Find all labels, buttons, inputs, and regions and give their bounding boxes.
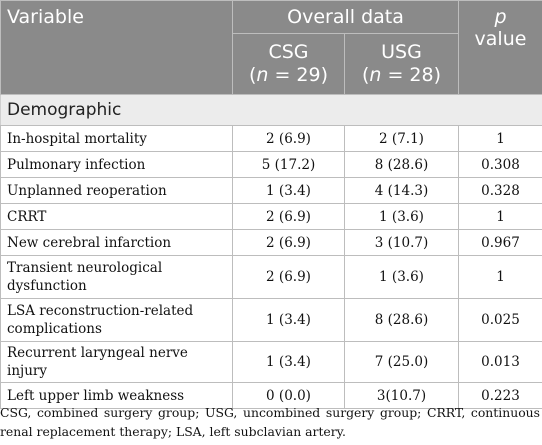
variable-column-header: Variable [0,0,233,95]
row-variable: LSA reconstruction-related complications [0,298,233,342]
row-variable: Recurrent laryngeal nerve injury [0,341,233,383]
usg-n-value: = 28) [381,64,442,86]
row-csg-value: 2 (6.9) [232,229,345,256]
table-row: Recurrent laryngeal nerve injury 1 (3.4)… [0,341,542,383]
row-csg-value: 0 (0.0) [232,382,345,409]
row-p-value: 0.013 [458,341,542,383]
overall-data-header: Overall data [232,0,459,34]
section-row: Demographic [0,94,542,126]
row-usg-value: 8 (28.6) [344,298,459,342]
row-csg-value: 2 (6.9) [232,203,345,230]
row-usg-value: 8 (28.6) [344,151,459,178]
p-value-word: value [474,28,527,50]
section-label-demographic: Demographic [0,94,542,126]
row-csg-value: 1 (3.4) [232,177,345,204]
row-usg-value: 1 (3.6) [344,255,459,299]
row-csg-value: 5 (17.2) [232,151,345,178]
row-p-value: 0.223 [458,382,542,409]
table-row: New cerebral infarction 2 (6.9) 3 (10.7)… [0,229,542,256]
row-csg-value: 2 (6.9) [232,255,345,299]
row-p-value: 1 [458,125,542,152]
row-csg-value: 1 (3.4) [232,341,345,383]
table-body: Demographic In-hospital mortality 2 (6.9… [0,94,542,409]
row-usg-value: 7 (25.0) [344,341,459,383]
csg-column-header: CSG (n = 29) [232,33,345,95]
csg-label: CSG [268,41,309,63]
row-variable: In-hospital mortality [0,125,233,152]
row-usg-value: 2 (7.1) [344,125,459,152]
row-usg-value: 4 (14.3) [344,177,459,204]
table-footnote: CSG, combined surgery group; USG, uncomb… [0,405,540,439]
table-row: Pulmonary infection 5 (17.2) 8 (28.6) 0.… [0,151,542,178]
csg-n-letter: n [256,64,269,86]
results-table: Variable Overall data p value CSG (n = 2… [0,0,542,409]
p-value-column-header: p value [458,0,542,95]
row-csg-value: 2 (6.9) [232,125,345,152]
csg-n-value: = 29) [268,64,329,86]
table-row: Transient neurological dysfunction 2 (6.… [0,255,542,299]
row-variable: New cerebral infarction [0,229,233,256]
row-p-value: 1 [458,203,542,230]
row-variable: Unplanned reoperation [0,177,233,204]
row-p-value: 0.025 [458,298,542,342]
table-row: LSA reconstruction-related complications… [0,298,542,342]
p-value-letter: p [494,6,507,28]
row-variable: CRRT [0,203,233,230]
results-table-container: Variable Overall data p value CSG (n = 2… [0,0,542,409]
row-usg-value: 1 (3.6) [344,203,459,230]
header-row-2: CSG (n = 29) USG (n = 28) [1,33,542,95]
table-row: In-hospital mortality 2 (6.9) 2 (7.1) 1 [0,125,542,152]
row-variable: Left upper limb weakness [0,382,233,409]
usg-n-letter: n [369,64,382,86]
usg-column-header: USG (n = 28) [344,33,459,95]
table-row: CRRT 2 (6.9) 1 (3.6) 1 [0,203,542,230]
table-row: Left upper limb weakness 0 (0.0) 3(10.7)… [0,382,542,409]
row-p-value: 0.308 [458,151,542,178]
row-usg-value: 3 (10.7) [344,229,459,256]
table-header: Variable Overall data p value CSG (n = 2… [0,0,542,95]
row-p-value: 0.328 [458,177,542,204]
table-row: Unplanned reoperation 1 (3.4) 4 (14.3) 0… [0,177,542,204]
row-p-value: 0.967 [458,229,542,256]
header-row-1: Variable Overall data p value [0,0,542,95]
row-variable: Pulmonary infection [0,151,233,178]
row-variable: Transient neurological dysfunction [0,255,233,299]
usg-label: USG [381,41,422,63]
row-csg-value: 1 (3.4) [232,298,345,342]
row-p-value: 1 [458,255,542,299]
